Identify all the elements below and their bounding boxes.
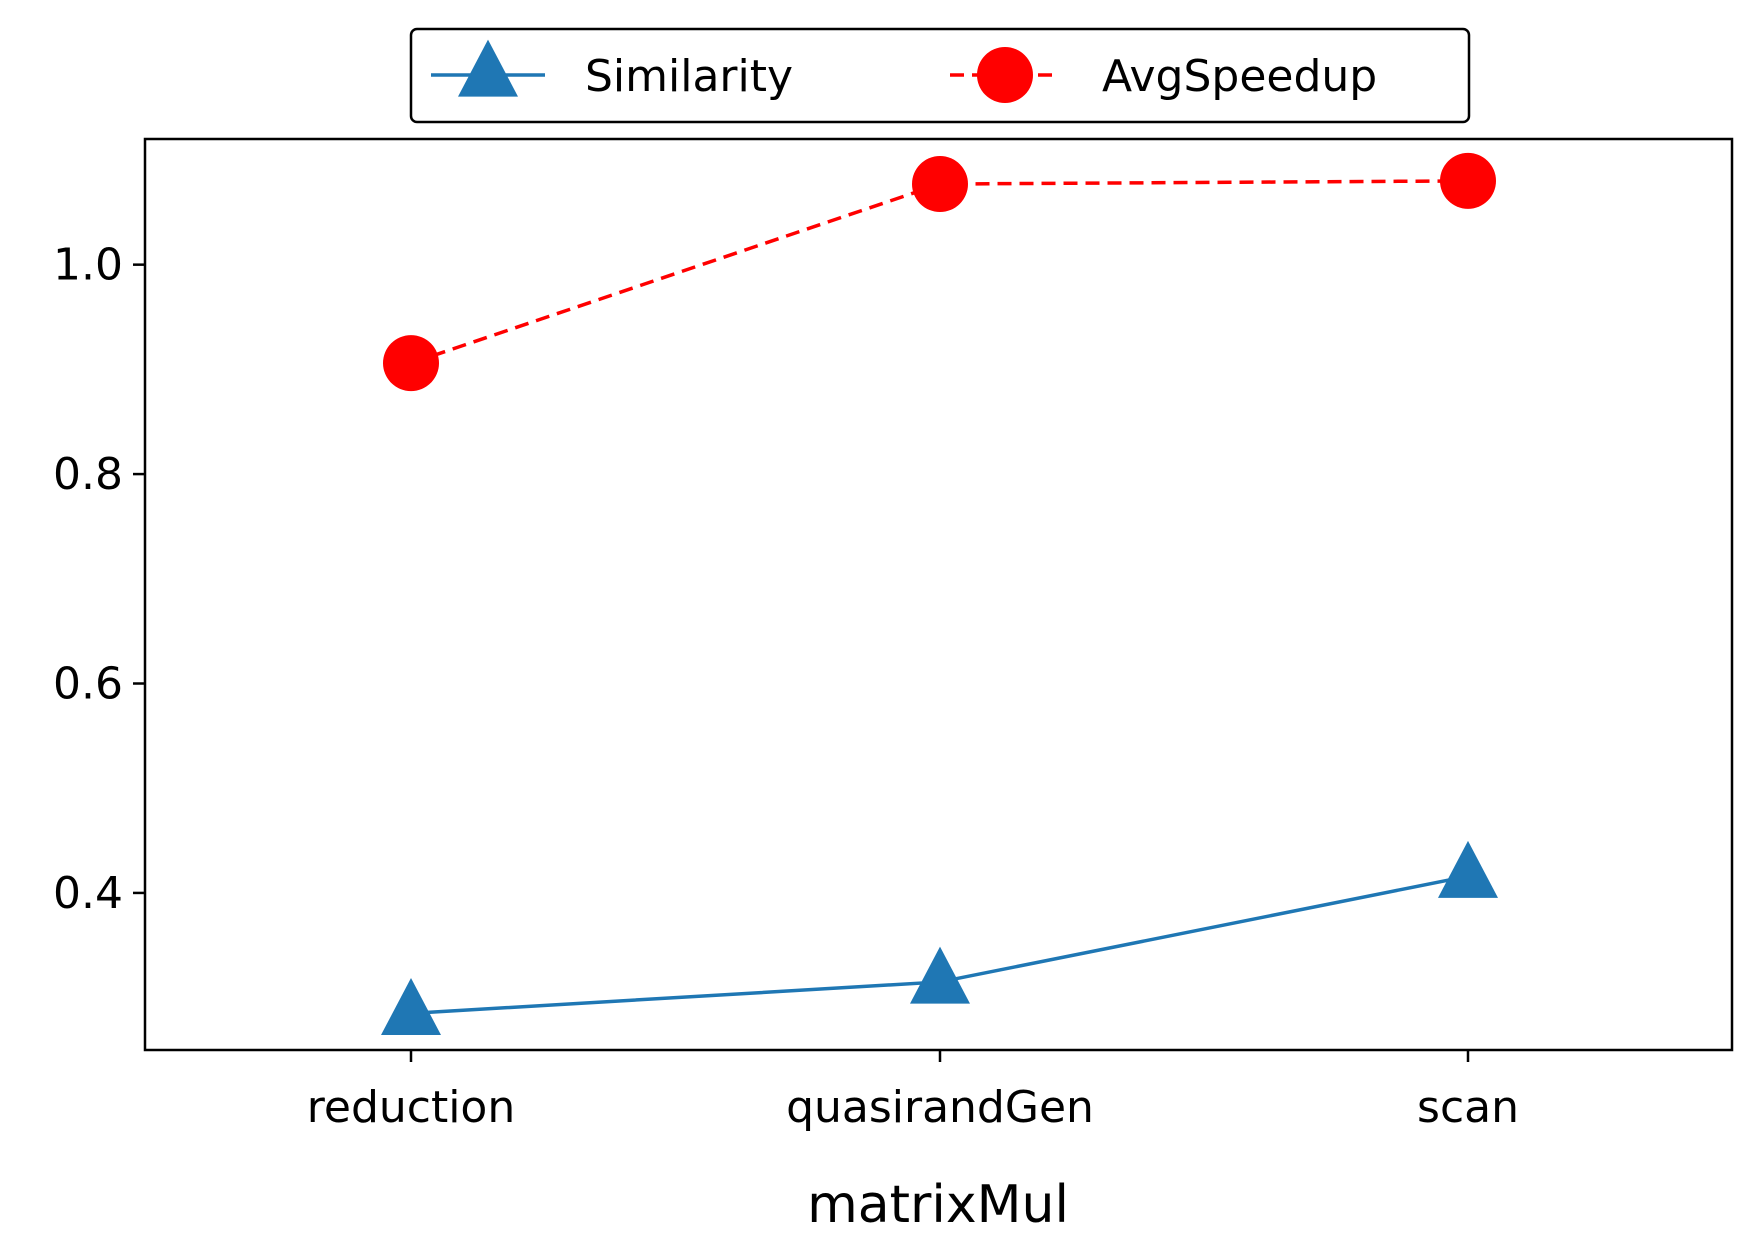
x-tick-label: quasirandGen (786, 1082, 1094, 1133)
legend-frame (409, 27, 1471, 124)
x-tick-label: scan (1417, 1082, 1519, 1133)
plot-frame (143, 137, 1734, 1052)
y-tick-label: 0.8 (53, 449, 123, 500)
data-point-avgspeedup (912, 156, 968, 213)
legend-label: AvgSpeedup (1102, 51, 1377, 102)
data-point-similarity (910, 946, 970, 1004)
data-point-avgspeedup (1440, 152, 1496, 209)
x-axis: reduction quasirandGen scan (307, 1050, 1519, 1133)
x-tick-label: reduction (307, 1082, 515, 1133)
legend-marker-circle (977, 47, 1033, 103)
legend-entries: Similarity AvgSpeedup (431, 39, 1377, 103)
y-axis: 0.4 0.6 0.8 1.0 (53, 240, 145, 919)
data-point-avgspeedup (383, 335, 439, 392)
y-tick-label: 0.6 (53, 659, 123, 710)
data-point-similarity (1438, 840, 1498, 898)
y-tick-label: 1.0 (53, 240, 123, 291)
legend-marker-triangle (458, 39, 518, 97)
legend: Similarity AvgSpeedup (409, 27, 1471, 124)
series-layer (381, 152, 1498, 1036)
y-tick-label: 0.4 (53, 868, 123, 919)
legend-label: Similarity (585, 51, 793, 102)
data-point-similarity (381, 978, 441, 1036)
x-axis-title: matrixMul (807, 1175, 1069, 1235)
